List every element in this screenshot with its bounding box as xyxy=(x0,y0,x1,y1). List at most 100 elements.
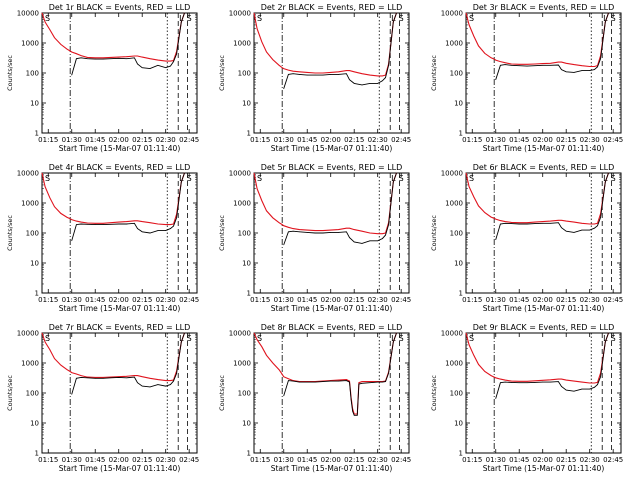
corner-label-middle: L xyxy=(391,334,396,343)
data-point-lld xyxy=(288,378,289,380)
x-tick-label: 02:15 xyxy=(344,296,364,304)
data-point-events xyxy=(141,231,143,233)
x-tick-label: 02:00 xyxy=(533,296,553,304)
data-point-lld xyxy=(134,55,135,57)
data-point-lld xyxy=(66,217,68,218)
y-tick-label: 100 xyxy=(238,230,251,238)
data-point-events xyxy=(338,74,339,75)
x-tick-label: 02:45 xyxy=(603,456,623,464)
detector-panel-6: Det 6r BLACK = Events, RED = LLD 1 10 100 10… xyxy=(430,163,623,313)
data-point-events xyxy=(534,382,536,383)
data-point-events xyxy=(385,77,386,78)
data-point-events xyxy=(346,73,347,74)
data-point-lld xyxy=(126,221,127,222)
data-point-events xyxy=(350,399,352,401)
data-point-lld xyxy=(165,60,166,62)
data-point-lld xyxy=(518,64,520,65)
data-point-lld xyxy=(137,220,138,222)
data-point-events xyxy=(110,377,112,379)
corner-label-middle: L xyxy=(603,174,608,183)
corner-label-left: S xyxy=(257,174,262,183)
data-point-lld xyxy=(253,12,255,14)
x-tick-label: 01:45 xyxy=(297,296,317,304)
data-point-lld xyxy=(534,63,536,65)
y-tick-label: 10 xyxy=(454,420,463,428)
y-tick-label: 10000 xyxy=(17,170,39,178)
data-point-events xyxy=(385,381,386,382)
y-tick-label: 100 xyxy=(238,390,251,398)
corner-label-left: S xyxy=(469,334,474,343)
x-tick-label: 02:00 xyxy=(109,456,129,464)
data-point-events xyxy=(581,388,583,390)
data-point-events xyxy=(322,232,324,234)
corner-label-left: S xyxy=(257,334,262,343)
data-point-events xyxy=(94,378,96,379)
y-axis-label: Counts/sec xyxy=(6,215,14,251)
data-point-lld xyxy=(468,344,470,346)
data-point-events xyxy=(349,79,350,80)
x-tick-label: 02:45 xyxy=(603,136,623,144)
y-tick-label: 10 xyxy=(30,260,39,268)
data-point-lld xyxy=(504,379,506,381)
x-tick-label: 01:15 xyxy=(250,456,270,464)
x-tick-label: 01:45 xyxy=(85,456,105,464)
data-point-events xyxy=(600,58,601,59)
data-point-lld xyxy=(542,63,543,64)
plot-frame xyxy=(41,172,198,294)
data-point-lld xyxy=(526,381,528,382)
data-point-lld xyxy=(534,380,536,382)
data-point-events xyxy=(597,384,598,385)
data-point-lld xyxy=(504,62,506,63)
data-point-lld xyxy=(41,172,43,174)
y-tick-label: 100 xyxy=(450,70,463,78)
data-point-events xyxy=(504,223,506,224)
data-point-lld xyxy=(561,220,562,221)
data-point-lld xyxy=(369,232,371,234)
x-axis-label: Start Time (15-Mar-07 01:11:40) xyxy=(59,304,181,313)
data-point-lld xyxy=(44,186,46,187)
data-point-lld xyxy=(369,381,371,382)
data-point-events xyxy=(80,377,82,378)
data-point-events xyxy=(165,385,166,387)
data-point-lld xyxy=(278,369,280,371)
data-point-events xyxy=(385,234,386,236)
data-point-events xyxy=(369,240,371,242)
y-tick-label: 100 xyxy=(450,230,463,238)
data-point-lld xyxy=(581,381,583,383)
data-point-lld xyxy=(484,53,486,54)
y-tick-label: 1000 xyxy=(445,40,463,48)
data-point-lld xyxy=(102,223,104,224)
data-point-lld xyxy=(358,382,360,384)
data-point-lld xyxy=(306,72,308,73)
x-tick-label: 02:15 xyxy=(556,136,576,144)
y-tick-label: 10 xyxy=(30,100,39,108)
data-point-lld xyxy=(490,57,492,59)
data-point-lld xyxy=(292,70,294,72)
data-point-lld xyxy=(330,72,332,73)
data-point-lld xyxy=(558,378,559,380)
data-point-events xyxy=(504,64,506,65)
x-tick-label: 02:45 xyxy=(391,296,411,304)
data-point-events xyxy=(377,381,379,383)
plot-frame xyxy=(41,12,198,134)
data-point-lld xyxy=(478,205,479,207)
data-point-events xyxy=(388,372,389,374)
x-tick-label: 01:15 xyxy=(462,136,482,144)
data-point-events xyxy=(550,223,551,224)
plot-frame xyxy=(465,172,622,294)
data-point-events xyxy=(500,382,501,384)
data-point-events xyxy=(594,227,595,229)
data-point-lld xyxy=(511,222,512,223)
data-point-events xyxy=(322,74,324,76)
data-point-lld xyxy=(261,200,263,201)
x-tick-label: 02:30 xyxy=(580,136,600,144)
data-point-events xyxy=(573,72,575,73)
data-point-events xyxy=(581,70,583,71)
y-tick-label: 10000 xyxy=(441,10,463,18)
data-point-lld xyxy=(118,376,119,378)
data-point-lld xyxy=(338,229,339,230)
data-point-events xyxy=(71,240,72,242)
data-point-events xyxy=(137,63,138,65)
data-point-events xyxy=(176,373,177,374)
